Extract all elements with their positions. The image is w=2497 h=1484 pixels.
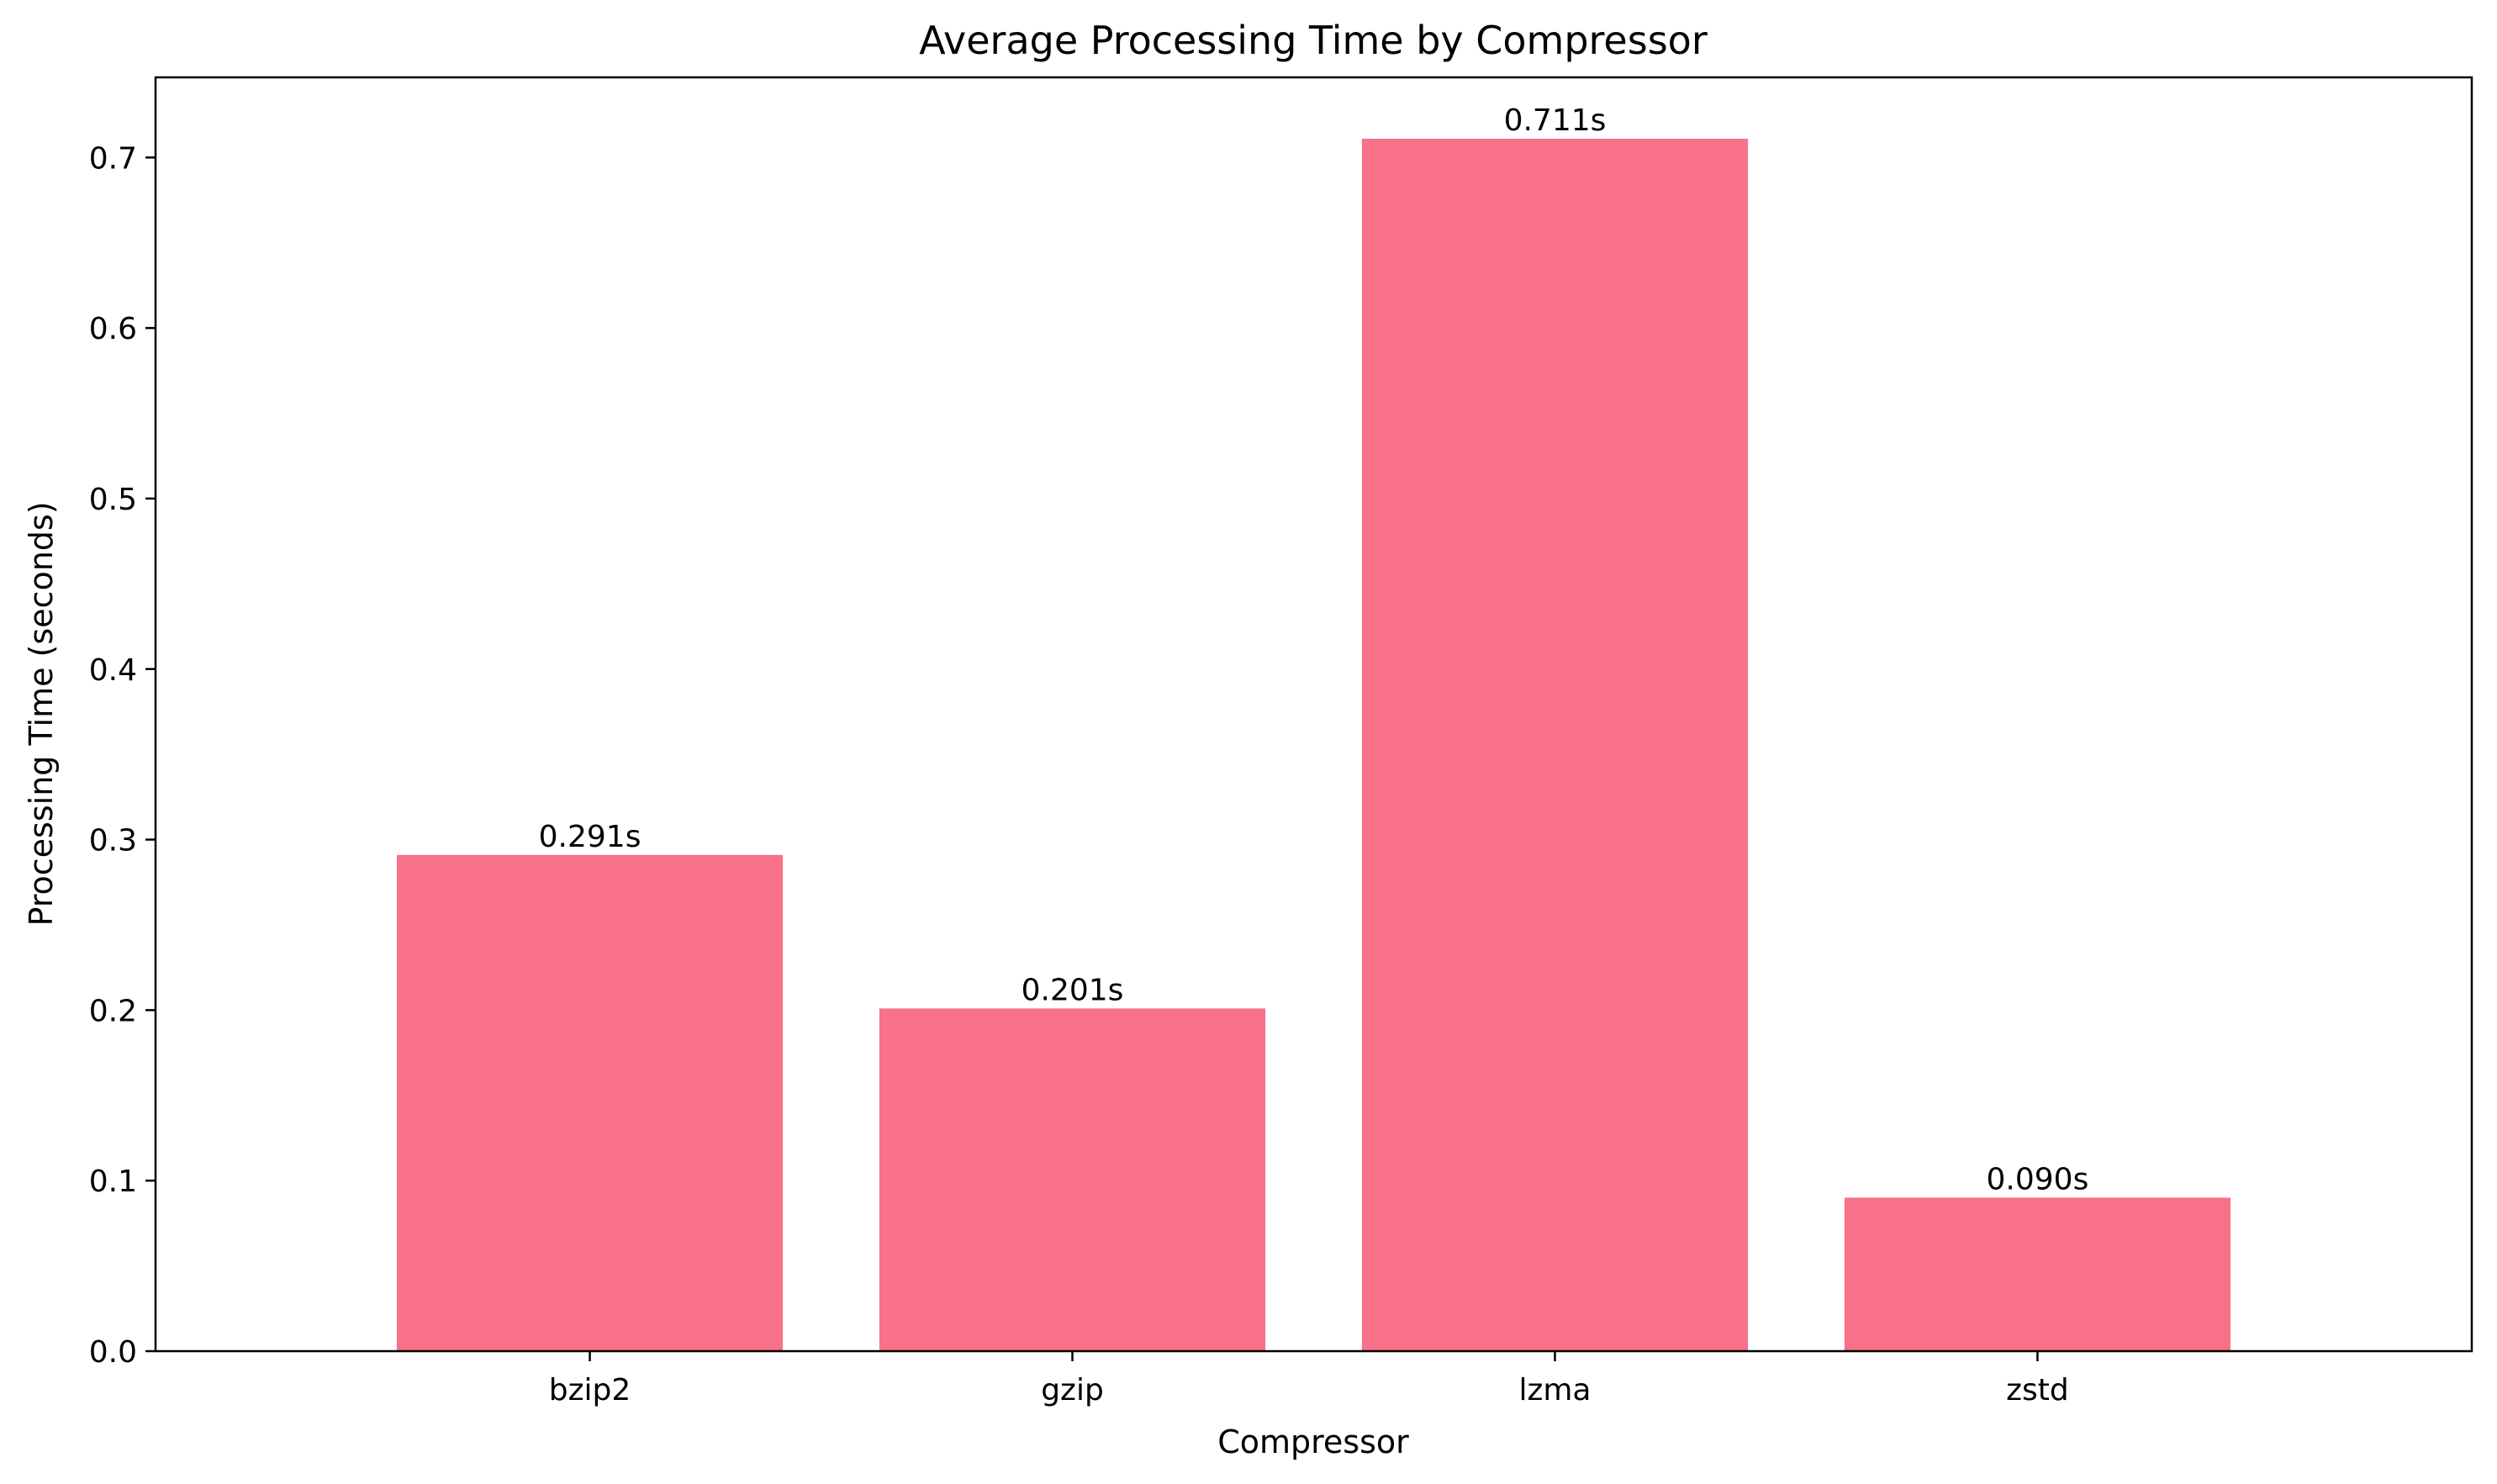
chart-title: Average Processing Time by Compressor <box>919 18 1708 63</box>
y-tick-label-6: 0.6 <box>89 312 137 346</box>
bar-value-label-gzip: 0.201s <box>1022 973 1124 1007</box>
y-axis: 0.0 0.1 0.2 0.3 0.4 0.5 0.6 0.7 <box>89 141 156 1370</box>
x-tick-label-lzma: lzma <box>1518 1373 1591 1407</box>
x-axis-label: Compressor <box>1217 1423 1409 1460</box>
bar-gzip <box>879 1008 1266 1351</box>
bar-zstd <box>1844 1197 2231 1351</box>
y-tick-label-5: 0.5 <box>89 483 137 517</box>
x-tick-label-bzip2: bzip2 <box>549 1373 631 1407</box>
y-tick-label-4: 0.4 <box>89 653 137 688</box>
y-tick-label-2: 0.2 <box>89 994 137 1028</box>
bar-lzma <box>1361 139 1749 1351</box>
y-tick-label-7: 0.7 <box>89 141 137 176</box>
x-tick-label-gzip: gzip <box>1041 1373 1104 1407</box>
bar-value-label-zstd: 0.090s <box>1987 1162 2089 1196</box>
y-tick-label-1: 0.1 <box>89 1164 137 1199</box>
y-tick-label-0: 0.0 <box>89 1335 137 1370</box>
bar-value-label-bzip2: 0.291s <box>539 820 641 854</box>
bar-bzip2 <box>396 854 784 1351</box>
x-tick-label-zstd: zstd <box>2006 1373 2069 1407</box>
plot-area: 0.291s 0.201s 0.711s 0.090s <box>396 103 2231 1351</box>
x-axis: bzip2 gzip lzma zstd <box>549 1351 2069 1407</box>
y-tick-label-3: 0.3 <box>89 824 137 858</box>
plot-frame <box>154 76 2473 1353</box>
y-axis-label: Processing Time (seconds) <box>23 501 60 926</box>
bar-value-label-lzma: 0.711s <box>1504 103 1607 138</box>
